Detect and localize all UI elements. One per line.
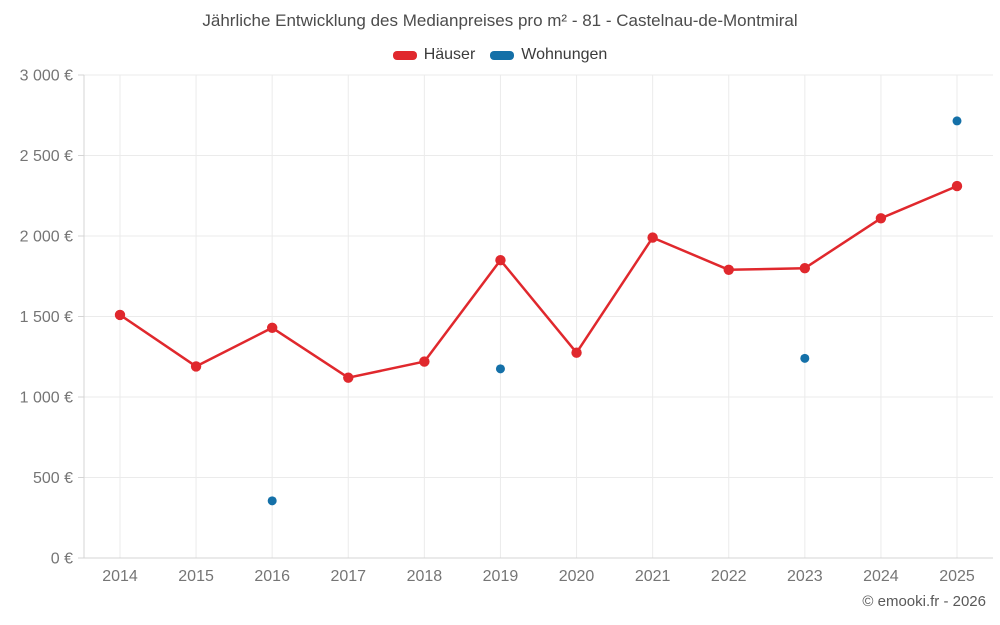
y-tick-label: 500 € xyxy=(33,470,73,487)
data-point-häuser-2022 xyxy=(723,264,734,276)
x-tick-label: 2016 xyxy=(254,568,290,585)
legend-item-wohnungen[interactable]: Wohnungen xyxy=(490,46,607,64)
x-tick-label: 2020 xyxy=(559,568,595,585)
data-point-wohnungen-2025 xyxy=(952,116,962,126)
legend-label-haeuser: Häuser xyxy=(423,46,476,63)
data-point-häuser-2019 xyxy=(495,254,506,266)
y-tick-label: 1 500 € xyxy=(20,309,73,326)
data-point-häuser-2018 xyxy=(419,356,430,367)
y-tick-label: 3 000 € xyxy=(20,68,73,85)
data-point-wohnungen-2016 xyxy=(267,496,277,506)
data-point-wohnungen-2019 xyxy=(495,364,505,374)
y-tick-label: 0 € xyxy=(51,551,73,568)
x-tick-label: 2014 xyxy=(102,568,138,585)
x-tick-label: 2022 xyxy=(711,568,747,585)
data-point-wohnungen-2023 xyxy=(800,353,810,363)
data-point-häuser-2014 xyxy=(114,309,126,321)
x-tick-label: 2021 xyxy=(635,568,671,585)
data-point-häuser-2021 xyxy=(647,232,658,243)
legend-label-wohnungen: Wohnungen xyxy=(521,46,608,63)
series-line-häuser xyxy=(118,184,959,379)
x-tick-label: 2019 xyxy=(483,568,519,585)
haeuser-series-swatch xyxy=(392,50,417,60)
y-tick-label: 2 500 € xyxy=(20,148,73,165)
x-tick-label: 2023 xyxy=(787,568,823,585)
data-point-häuser-2016 xyxy=(266,322,278,333)
x-tick-label: 2018 xyxy=(407,568,443,585)
x-tick-label: 2015 xyxy=(178,568,214,585)
legend: Häuser Wohnungen xyxy=(0,46,1000,64)
wohnungen-series-swatch xyxy=(490,50,515,60)
y-tick-label: 1 000 € xyxy=(20,390,73,407)
data-point-häuser-2017 xyxy=(343,372,354,383)
x-tick-label: 2017 xyxy=(330,568,366,585)
y-tick-label: 2 000 € xyxy=(20,229,73,246)
copyright: © emooki.fr - 2026 xyxy=(862,593,986,610)
data-point-häuser-2024 xyxy=(875,213,887,224)
data-point-häuser-2020 xyxy=(571,347,582,358)
x-tick-label: 2024 xyxy=(863,568,899,585)
chart-title: Jährliche Entwicklung des Medianpreises … xyxy=(202,11,798,30)
data-point-häuser-2015 xyxy=(190,361,202,372)
data-point-häuser-2025 xyxy=(951,180,963,192)
legend-item-haeuser[interactable]: Häuser xyxy=(392,46,476,64)
data-point-häuser-2023 xyxy=(799,263,811,274)
x-tick-label: 2025 xyxy=(939,568,975,585)
